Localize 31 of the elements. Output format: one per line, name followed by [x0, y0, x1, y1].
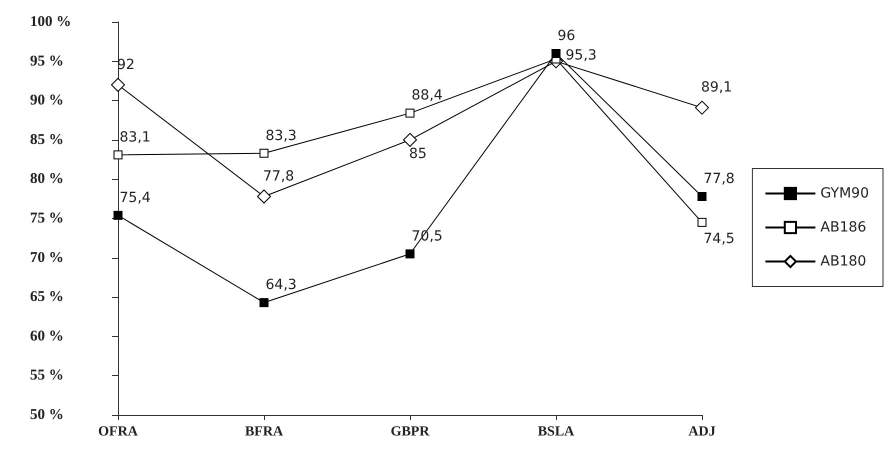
y-tick-label: 75 % — [30, 210, 64, 226]
data-label: 77,8 — [263, 168, 294, 184]
y-tick-label: 80 % — [30, 171, 64, 188]
data-label: 74,5 — [704, 230, 735, 247]
x-tick-label: BFRA — [244, 424, 284, 440]
data-label: 95,3 — [566, 47, 597, 64]
y-tick-label: 60 % — [30, 328, 64, 344]
data-label: 85 — [409, 146, 427, 162]
data-label: 96 — [558, 28, 576, 44]
y-tick-label: 90 % — [30, 92, 64, 109]
data-label: 77,8 — [704, 170, 735, 187]
data-label: 64,3 — [266, 277, 297, 294]
data-label: 89,1 — [701, 80, 732, 96]
legend-label: AB186 — [820, 220, 866, 236]
legend-label: GYM90 — [820, 186, 870, 202]
y-tick-label: 50 % — [30, 407, 64, 423]
data-label: 88,4 — [412, 88, 443, 104]
y-tick-label: 55 % — [30, 368, 64, 384]
x-tick-label: BSLA — [538, 424, 576, 440]
x-tick-label: ADJ — [688, 424, 716, 440]
y-tick-label: 95 % — [30, 53, 64, 70]
x-tick-label: GBPR — [390, 424, 430, 440]
legend-label: AB180 — [820, 254, 866, 270]
data-label: 83,3 — [266, 128, 297, 144]
data-label: 75,4 — [120, 190, 151, 206]
data-label: 83,1 — [120, 129, 151, 146]
y-tick-label: 100 % — [30, 14, 72, 30]
y-tick-label: 65 % — [30, 289, 64, 306]
y-tick-label: 85 % — [30, 132, 64, 148]
x-tick-label: OFRA — [98, 424, 139, 440]
y-tick-label: 70 % — [30, 250, 64, 266]
